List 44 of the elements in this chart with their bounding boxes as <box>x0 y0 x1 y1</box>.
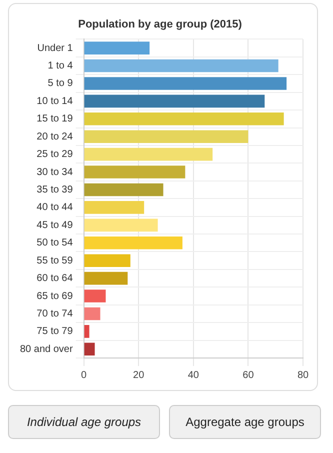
y-tick-label: 10 to 14 <box>36 96 74 107</box>
bar <box>84 94 265 108</box>
bar <box>84 272 128 285</box>
y-tick-label: 30 to 34 <box>36 166 74 178</box>
y-tick-label: 50 to 54 <box>36 238 74 249</box>
x-tick-label: 40 <box>188 370 200 381</box>
y-tick-label: 40 to 44 <box>36 202 74 214</box>
y-tick-label: 1 to 4 <box>48 60 74 72</box>
bar <box>84 290 106 302</box>
bar <box>84 254 130 267</box>
bar <box>84 201 144 214</box>
y-tick-label: 65 to 69 <box>36 290 74 302</box>
x-tick-label: 0 <box>81 370 88 381</box>
bar <box>84 183 164 196</box>
y-tick-label: 60 to 64 <box>36 273 74 284</box>
bar <box>84 112 284 126</box>
y-tick-label: 5 to 9 <box>48 78 74 90</box>
y-tick-label: 70 to 74 <box>36 308 74 320</box>
bar <box>84 166 186 178</box>
y-tick-label: Under 1 <box>37 42 74 54</box>
bar <box>84 218 158 232</box>
bar <box>84 342 95 356</box>
bar <box>84 307 100 320</box>
y-tick-label: 35 to 39 <box>36 184 74 196</box>
y-tick-label: 75 to 79 <box>36 326 74 338</box>
bar <box>84 77 287 90</box>
bar <box>84 148 213 161</box>
y-tick-label: 45 to 49 <box>36 220 74 231</box>
text: Individual age groups <box>8 405 160 439</box>
y-tick-label: 20 to 24 <box>36 131 74 142</box>
text: Aggregate age groups <box>169 405 321 439</box>
bar <box>84 130 248 144</box>
y-tick-label: 15 to 19 <box>36 114 74 125</box>
y-tick-label: 55 to 59 <box>36 255 74 266</box>
bar <box>84 59 278 72</box>
chart-title: Population by age group (2015) <box>78 18 242 31</box>
x-tick-label: 80 <box>297 370 309 381</box>
y-tick-label: 25 to 29 <box>36 149 74 160</box>
y-tick-label: 80 and over <box>20 344 74 355</box>
x-tick-label: 60 <box>242 370 254 381</box>
x-tick-label: 20 <box>133 370 145 381</box>
bar <box>84 236 182 250</box>
bar <box>84 325 90 338</box>
bar <box>84 42 150 54</box>
